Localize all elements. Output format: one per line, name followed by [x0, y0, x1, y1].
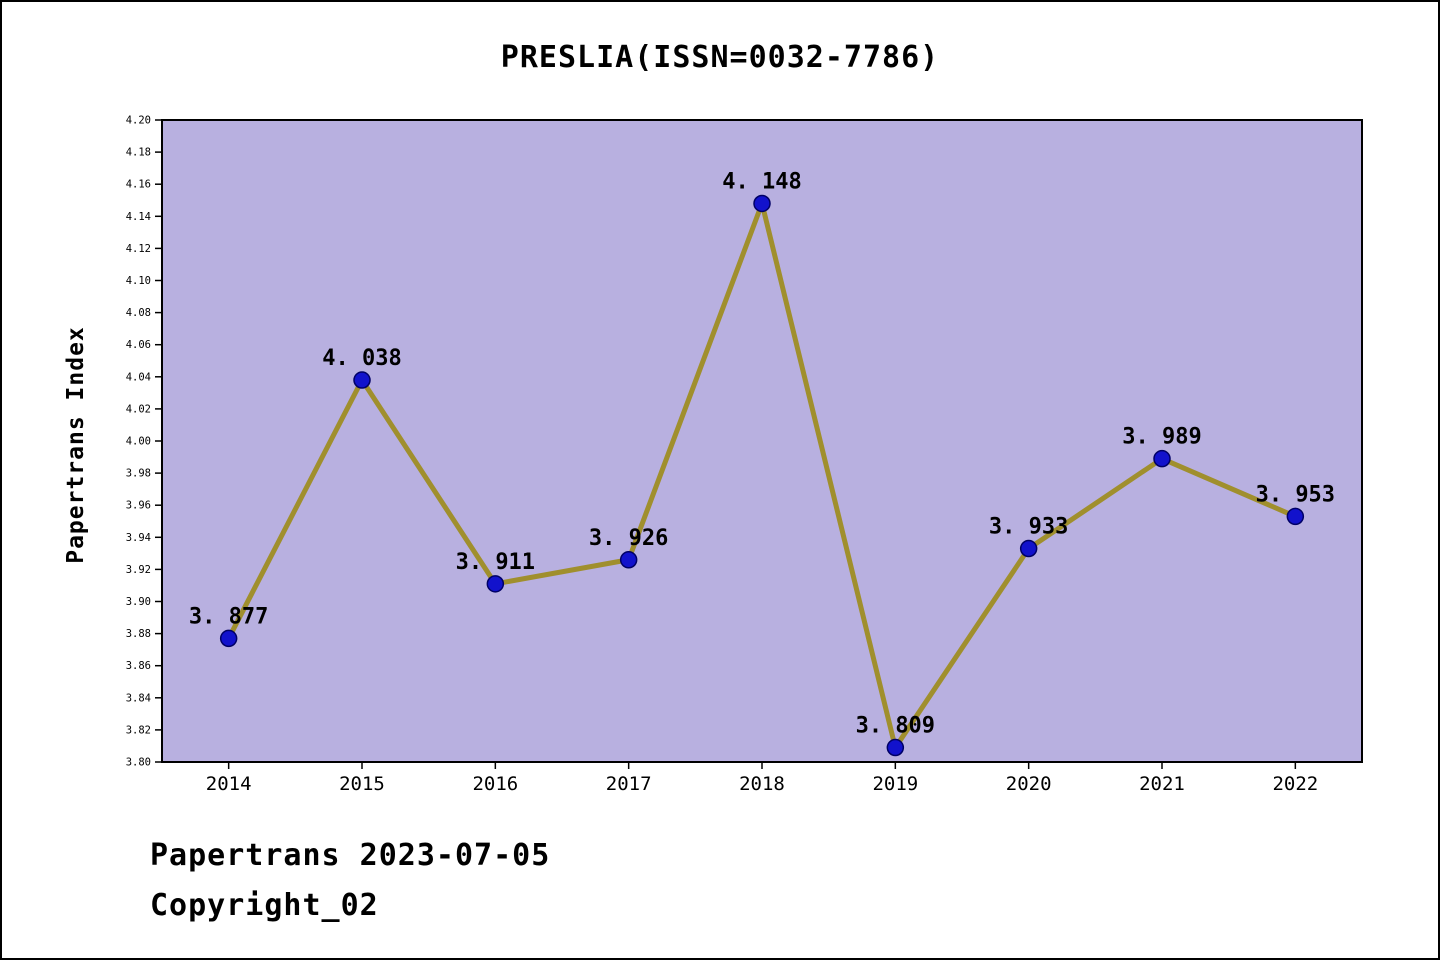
- data-point: [219, 629, 238, 648]
- y-tick-label: 4.14: [126, 211, 151, 223]
- y-tick-label: 4.00: [126, 436, 151, 448]
- x-tick-label: 2021: [1139, 773, 1185, 795]
- plot-area: [161, 119, 1363, 763]
- x-tick-label: 2016: [472, 773, 518, 795]
- data-point: [353, 371, 371, 389]
- y-tick-label: 3.84: [126, 692, 151, 704]
- y-tick-label: 3.98: [126, 468, 151, 480]
- data-point: [1153, 449, 1171, 468]
- data-point: [619, 551, 638, 569]
- footer-date: Papertrans 2023-07-05: [150, 838, 551, 873]
- data-point-label: 3. 809: [856, 714, 935, 739]
- data-point: [1286, 507, 1305, 526]
- data-point-label: 3. 877: [189, 604, 268, 629]
- data-point-label: 3. 926: [589, 526, 668, 551]
- y-tick-label: 4.04: [126, 371, 151, 383]
- x-tick-label: 2017: [606, 773, 652, 795]
- data-point: [1019, 539, 1038, 558]
- data-point-label: 3. 933: [989, 515, 1068, 540]
- data-point-label: 4. 148: [722, 169, 801, 194]
- chart-title: PRESLIA(ISSN=0032-7786): [500, 40, 940, 75]
- x-tick-label: 2015: [339, 773, 385, 795]
- y-tick-label: 3.96: [126, 500, 151, 512]
- y-tick-label: 3.88: [126, 628, 151, 640]
- x-tick-label: 2014: [206, 773, 252, 795]
- data-point-label: 3. 989: [1122, 425, 1201, 450]
- y-tick-label: 3.92: [126, 564, 151, 576]
- data-point: [886, 738, 905, 757]
- y-tick-label: 4.12: [126, 243, 151, 255]
- y-tick-label: 3.86: [126, 660, 151, 672]
- y-tick-label: 4.18: [126, 147, 151, 159]
- data-point-label: 3. 911: [456, 550, 535, 575]
- y-tick-label: 4.20: [126, 115, 151, 127]
- data-point-label: 3. 953: [1256, 482, 1335, 507]
- y-tick-label: 3.90: [126, 596, 151, 608]
- y-tick-label: 4.02: [126, 403, 151, 415]
- line-chart: 3.80 3.82 3.84 3.86 3.88 3.90 3.92 3.94 3.96 3.98…: [126, 115, 1363, 795]
- data-point-label: 4. 038: [322, 346, 401, 371]
- x-tick-label: 2018: [739, 773, 785, 795]
- y-tick-label: 4.08: [126, 307, 151, 319]
- y-tick-label: 3.82: [126, 724, 151, 736]
- data-point: [486, 575, 505, 593]
- y-tick-label: 4.06: [126, 339, 151, 351]
- x-tick-label: 2020: [1006, 773, 1052, 795]
- y-tick-label: 4.10: [126, 275, 151, 287]
- y-tick-label: 3.94: [126, 532, 151, 544]
- data-point: [753, 194, 771, 213]
- x-tick-label: 2019: [872, 773, 918, 795]
- x-tick-label: 2022: [1272, 773, 1318, 795]
- y-tick-label: 4.16: [126, 179, 151, 191]
- y-tick-label: 3.80: [126, 757, 151, 769]
- footer-copyright: Copyright_02: [150, 888, 379, 923]
